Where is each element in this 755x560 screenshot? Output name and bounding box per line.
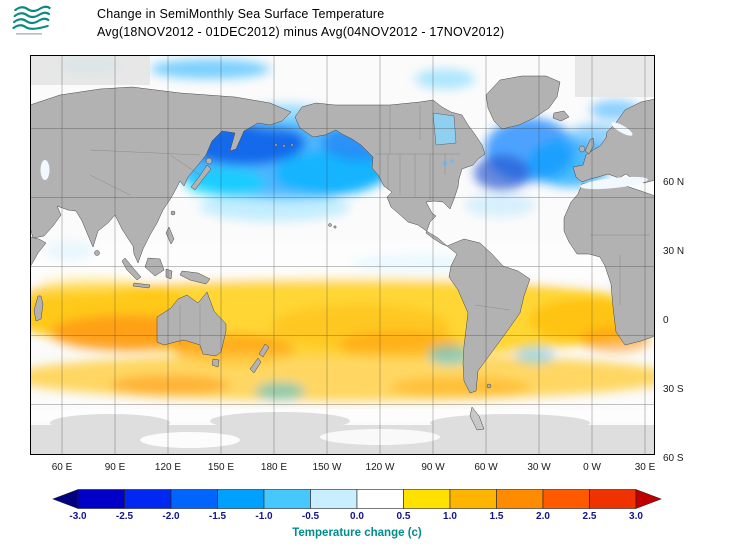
logo-caption-mark [16,33,42,35]
colorbar-tick: -3.0 [69,511,87,522]
colorbar-swatch [589,489,637,509]
world-map-svg [30,55,655,455]
colorbar-swatch [356,489,404,509]
lon-label-0: 60 E [51,462,73,473]
colorbar-tick: 2.0 [536,511,550,522]
colorbar-tick: 1.0 [443,511,457,522]
colorbar-swatch [542,489,590,509]
lat-label-eq: 0 [663,315,669,326]
colorbar-swatch [217,489,265,509]
colorbar-label: Temperature change (c) [292,527,422,539]
colorbar-tick: 1.5 [489,511,504,522]
inland-seas [40,112,648,190]
colorbar-swatch [496,489,544,509]
colorbar-ticks: -3.0 -2.5 -2.0 -1.5 -1.0 -0.5 0.0 0.5 1.0 1.5 2.0 2… [52,511,662,524]
lon-label-2: 120 E [154,462,182,473]
colorbar-tick: 0.5 [396,511,411,522]
colorbar-tick: -2.0 [162,511,180,522]
lon-label-3: 150 E [207,462,235,473]
colorbar-swatch [635,489,662,509]
figure-title: Change in SemiMonthly Sea Surface Temper… [97,7,385,21]
colorbar-tick: -1.0 [255,511,273,522]
landmasses [30,75,655,431]
map-panel: 60 N 30 N 0 30 S 60 S 60 E 90 E 120 E 15… [30,55,684,473]
colorbar-tick: 3.0 [629,511,643,522]
colorbar-tick: -1.5 [208,511,227,522]
lon-label-8: 60 W [474,462,498,473]
colorbar-swatches [52,489,662,509]
colorbar-tick: 2.5 [582,511,597,522]
border-lines [89,105,650,350]
colorbar-tick: 0.0 [350,511,364,522]
coastwatch-logo [12,5,51,35]
lon-label-5: 150 W [312,462,342,473]
map-border [30,55,655,455]
colorbar-swatch [52,489,79,509]
colorbar-swatch [263,489,311,509]
lat-label-60n: 60 N [663,177,685,188]
colorbar-swatch [170,489,218,509]
polar-ice [30,55,655,455]
lat-label-30s: 30 S [663,384,684,395]
graticule [30,55,655,455]
lon-label-4: 180 E [260,462,288,473]
lon-label-1: 90 E [104,462,126,473]
colorbar-swatch [449,489,497,509]
lon-label-9: 30 W [527,462,551,473]
colorbar-swatch [403,489,451,509]
lon-label-10: 0 W [583,462,601,473]
colorbar-swatch [310,489,358,509]
lat-label-60s: 60 S [663,453,684,464]
lon-label-7: 90 W [421,462,445,473]
colorbar-swatch [77,489,125,509]
colorbar: -3.0 -2.5 -2.0 -1.5 -1.0 -0.5 0.0 0.5 1.0 1.5 2.0 2… [52,489,662,539]
colorbar-tick: -0.5 [301,511,320,522]
lat-label-30n: 30 N [663,246,685,257]
lon-label-6: 120 W [365,462,395,473]
colorbar-tick: -2.5 [115,511,134,522]
lon-label-11: 30 E [634,462,656,473]
colorbar-swatch [124,489,172,509]
figure-subtitle: Avg(18NOV2012 - 01DEC2012) minus Avg(04N… [97,25,505,39]
